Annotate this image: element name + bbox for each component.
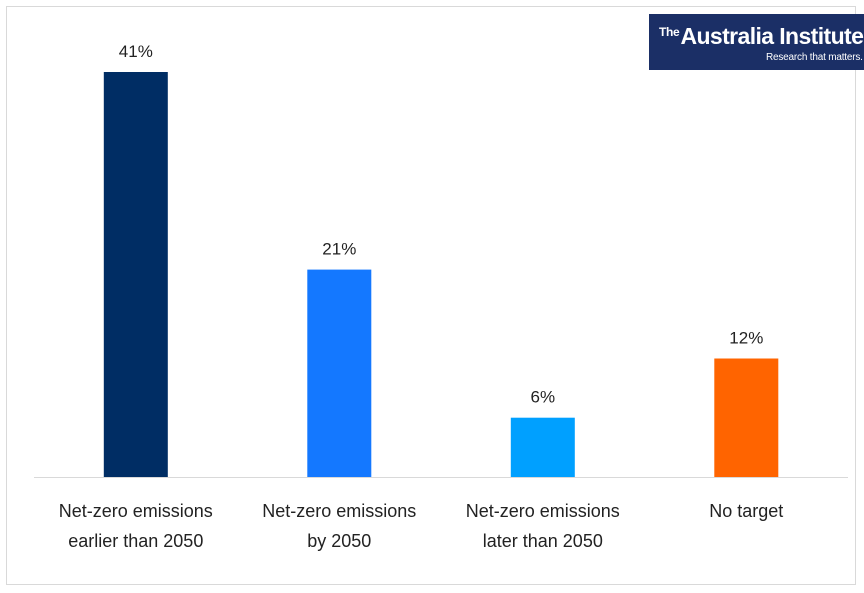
data-label-1: 41% [119, 42, 153, 61]
logo-tagline: Research that matters. [766, 52, 863, 63]
data-label-3: 6% [531, 388, 556, 407]
bar-2 [307, 269, 372, 477]
logo-the: The [659, 25, 680, 39]
category-label-2-line-1: Net-zero emissions [262, 501, 416, 521]
data-label-2: 21% [322, 240, 356, 259]
bar-3 [510, 417, 575, 477]
category-label-4-line-1: No target [709, 501, 783, 521]
bar-4 [714, 358, 779, 477]
logo-brand: TheAustralia Institute [659, 23, 864, 50]
bar-1 [103, 72, 168, 477]
category-label-2-line-2: by 2050 [307, 531, 371, 551]
category-label-3-line-1: Net-zero emissions [466, 501, 620, 521]
logo-name: Australia Institute [680, 23, 864, 49]
category-label-3-line-2: later than 2050 [483, 531, 603, 551]
data-label-4: 12% [729, 329, 763, 348]
category-label-1-line-1: Net-zero emissions [59, 501, 213, 521]
australia-institute-logo: TheAustralia Institute Research that mat… [649, 14, 864, 70]
category-label-1-line-2: earlier than 2050 [68, 531, 203, 551]
